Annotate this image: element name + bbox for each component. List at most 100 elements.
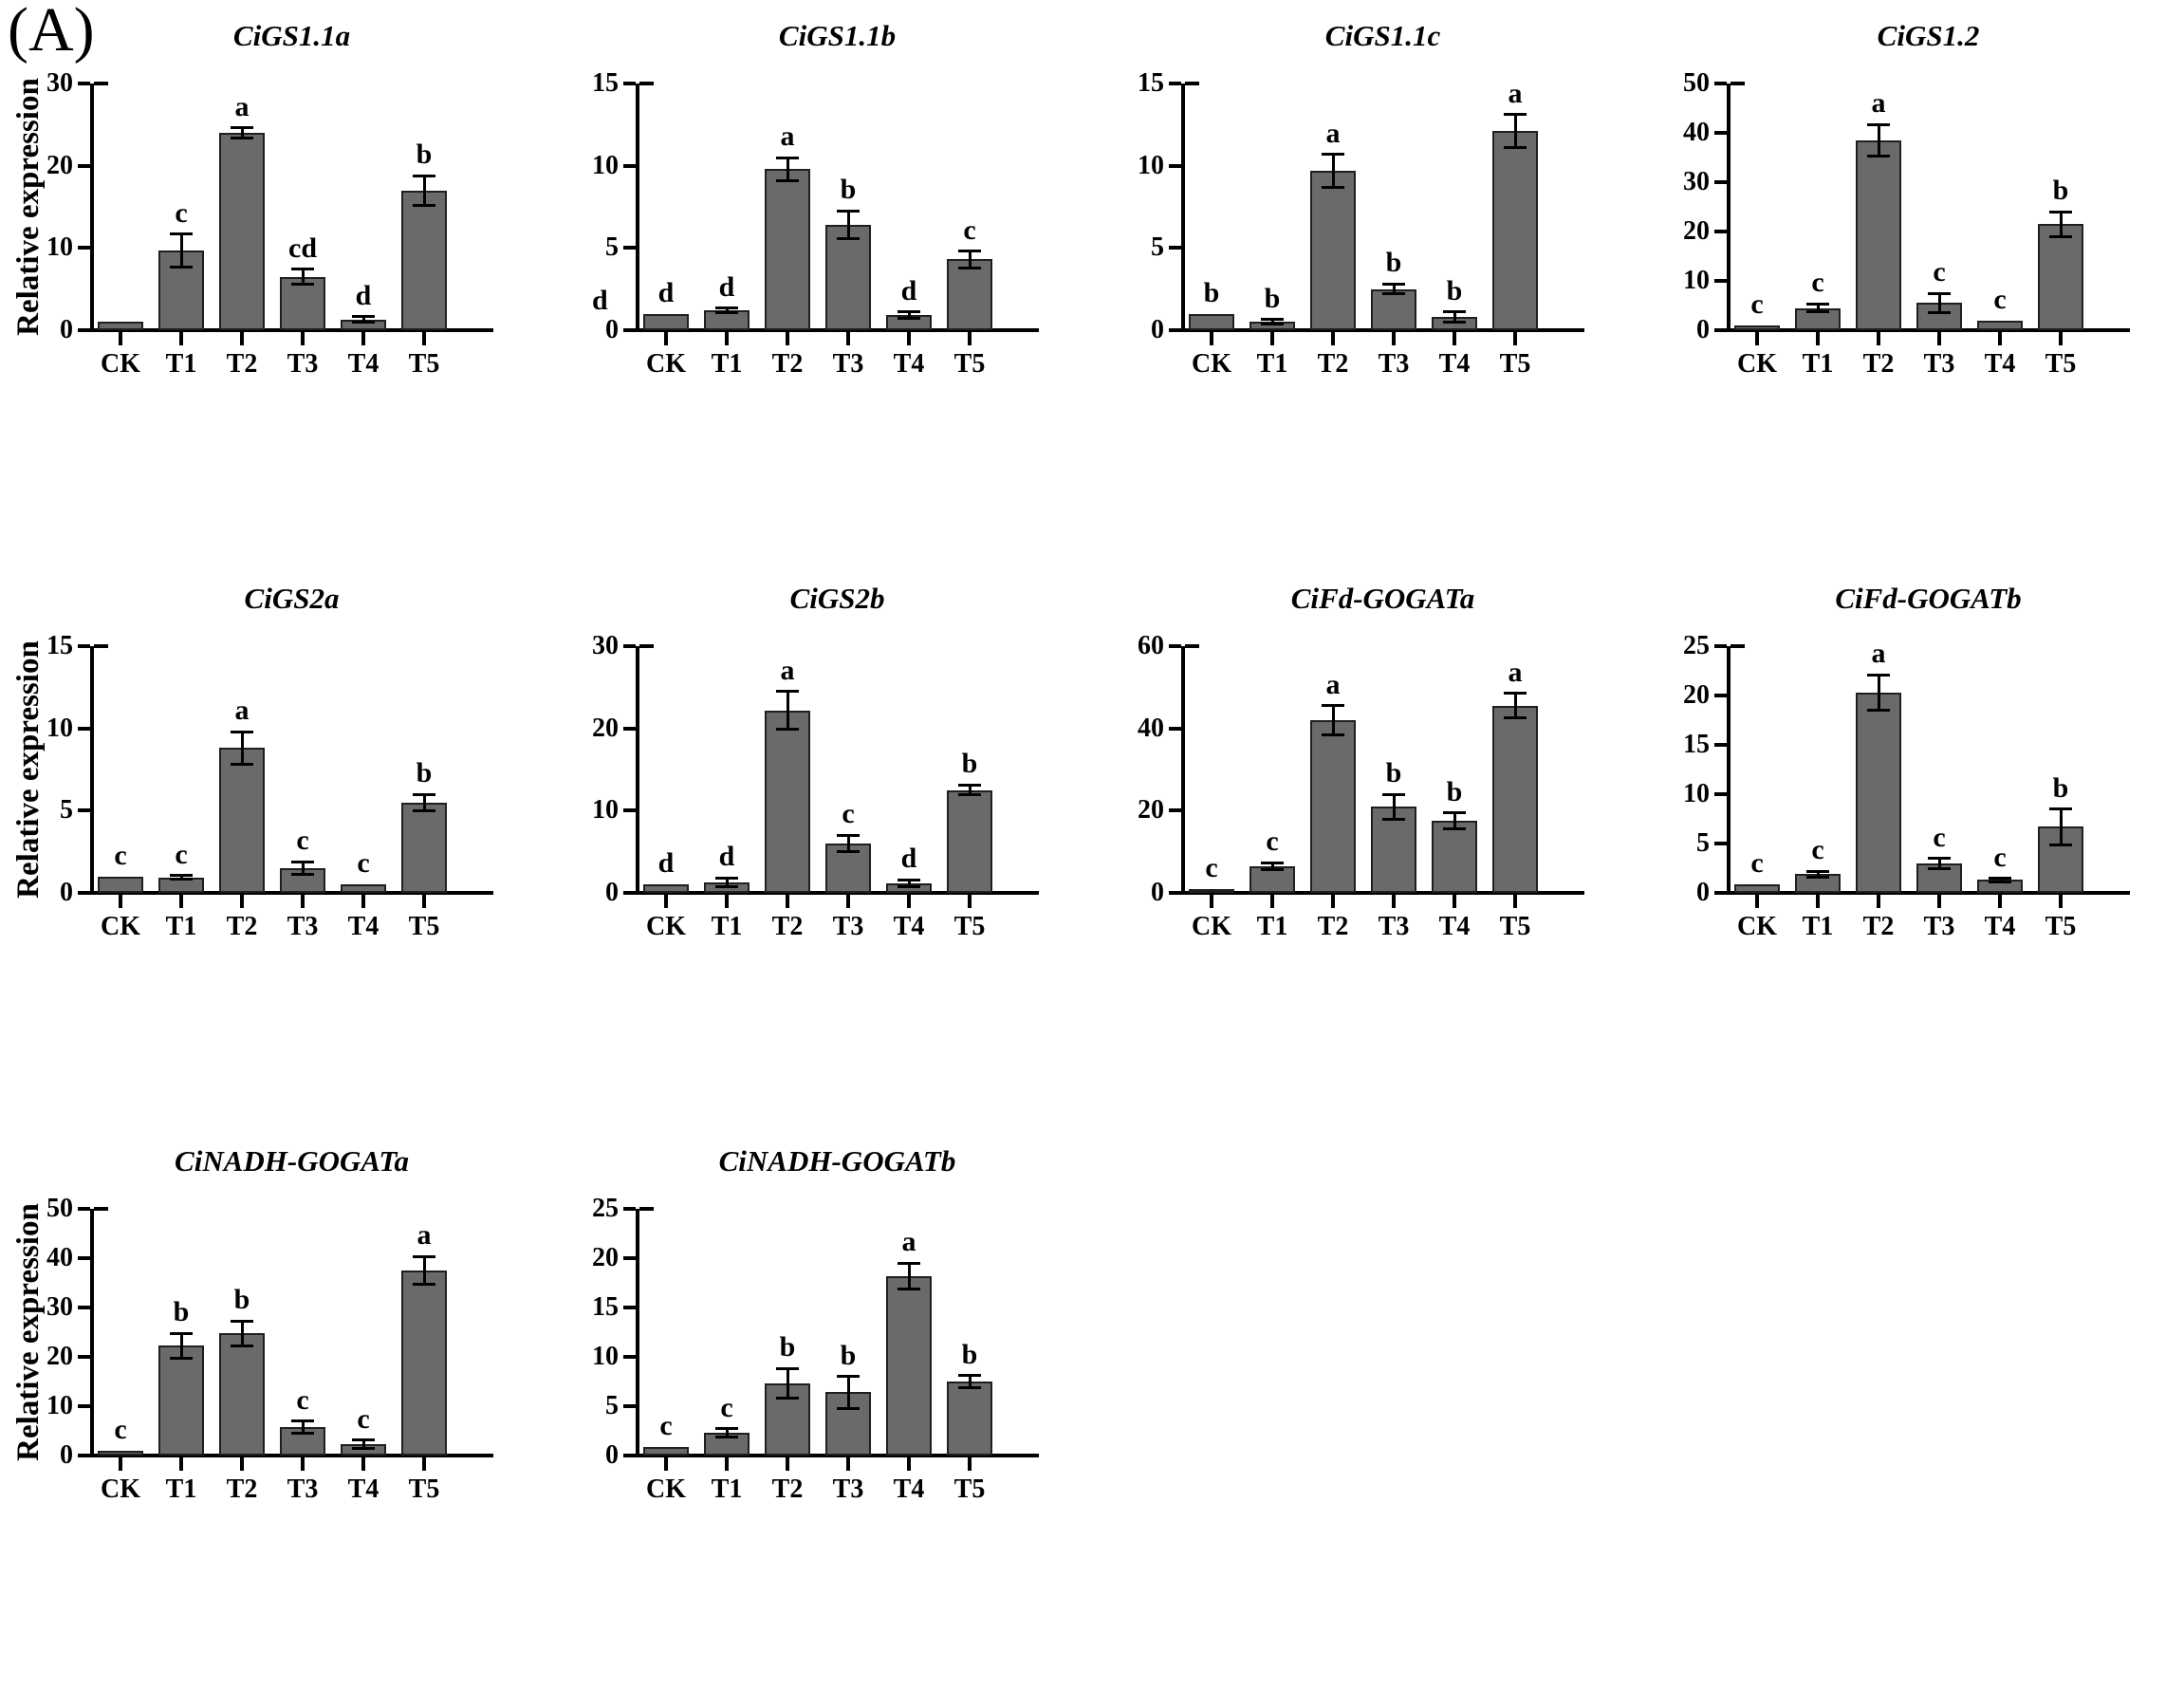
error-bar-cap-top [776, 156, 799, 159]
significance-letter: c [1266, 825, 1279, 858]
significance-letter: b [173, 1296, 190, 1328]
error-bar-cap-bottom [170, 877, 193, 881]
error-bar-cap-top [1867, 122, 1890, 126]
significance-letter: c [1205, 851, 1218, 883]
error-bar [1270, 319, 1274, 325]
x-axis-label: T1 [1256, 349, 1288, 379]
significance-letter: a [1871, 87, 1886, 120]
significance-letter: a [780, 121, 795, 152]
y-axis-tick-label: 10 [46, 232, 73, 263]
bar-chart: CiFd-GOGATb 0 5 10 15 20 25 c CK c T1 a T2 c T3 c T4 b T5 [1637, 563, 2182, 1125]
significance-letter: b [416, 757, 433, 788]
error-bar-cap-bottom [1261, 867, 1284, 871]
error-bar-cap-top [1928, 291, 1951, 295]
y-axis-tick [78, 644, 90, 648]
x-axis-label: T1 [165, 1475, 197, 1504]
significance-letter: b [840, 1339, 857, 1371]
error-bar-cap-top [958, 783, 981, 787]
x-axis-tick [1998, 332, 2002, 345]
y-axis-tick-label: 0 [60, 878, 73, 907]
x-axis-label: T4 [347, 1475, 379, 1504]
error-bar [725, 307, 729, 313]
x-axis-label: T1 [165, 349, 197, 379]
error-bar [301, 269, 305, 285]
x-axis-label: T2 [771, 1475, 804, 1504]
x-axis-tick [846, 895, 850, 908]
y-axis-line [636, 646, 639, 895]
x-axis-line [90, 328, 493, 332]
error-bar-cap-bottom [837, 850, 860, 854]
x-axis-tick [907, 1457, 911, 1471]
significance-letter: c [963, 213, 976, 246]
y-axis-tick-label: 10 [592, 150, 619, 180]
y-axis-tick-label: 15 [592, 1292, 619, 1322]
significance-letter: c [296, 1383, 309, 1416]
x-axis-label: T1 [1802, 912, 1834, 941]
y-axis-tick-label: 10 [1138, 150, 1164, 180]
error-bar-cap-top [1867, 673, 1890, 677]
x-axis-label: T3 [1923, 349, 1955, 379]
x-axis-label: T5 [408, 912, 440, 941]
error-bar-cap-top [1806, 869, 1829, 873]
x-axis-tick [179, 1457, 183, 1471]
significance-letter: c [114, 839, 127, 871]
y-axis-tick [1714, 82, 1727, 85]
error-bar-cap-top [837, 1375, 860, 1379]
y-axis-tick-label: 0 [605, 1440, 619, 1470]
error-bar-cap-top [715, 306, 738, 310]
x-axis-label: T3 [287, 912, 319, 941]
y-axis-tick [78, 1355, 90, 1359]
x-axis-label: T4 [1984, 912, 2016, 941]
significance-letter: b [779, 1331, 796, 1363]
significance-letter: c [1993, 841, 2007, 873]
y-axis-tick [78, 726, 90, 731]
x-axis-tick [968, 1457, 972, 1471]
significance-letter: d [657, 276, 675, 308]
x-axis-tick [1210, 895, 1213, 908]
y-axis-tick-label: 5 [1696, 828, 1710, 858]
y-axis-tick-label: 10 [592, 795, 619, 825]
x-axis-tick [2059, 332, 2063, 345]
x-axis-tick [725, 332, 729, 345]
y-axis-tick [1714, 743, 1727, 747]
error-bar-cap-top [352, 315, 375, 319]
chart-title: CiGS1.1b [778, 19, 897, 52]
error-bar-cap-bottom [2049, 234, 2072, 238]
significance-letter: c [1933, 256, 1946, 288]
y-axis-tick [1714, 230, 1727, 233]
y-axis-line [1181, 83, 1185, 332]
y-axis-tick [78, 1454, 90, 1457]
error-bar-cap-top [1382, 792, 1405, 796]
x-axis-label: T3 [832, 912, 864, 941]
bar-T2 [219, 133, 265, 330]
significance-letter: b [961, 1338, 978, 1370]
bar-CK [643, 1446, 689, 1456]
error-bar [1816, 304, 1820, 312]
significance-letter: c [296, 825, 309, 857]
y-axis-tick [78, 1256, 90, 1260]
y-axis-tick [1169, 246, 1181, 250]
significance-letter: c [659, 1409, 673, 1441]
y-axis-tick-label: 0 [1151, 878, 1164, 907]
error-bar-cap-bottom [231, 1344, 253, 1347]
x-axis-tick [846, 1457, 850, 1471]
bar-T2 [1856, 692, 1901, 893]
x-axis-label: CK [1737, 912, 1777, 941]
x-axis-label: T5 [408, 349, 440, 379]
chart-title: CiGS1.1a [232, 19, 351, 52]
error-bar-cap-bottom [413, 808, 435, 812]
x-axis-label: CK [101, 912, 140, 941]
error-bar [1877, 124, 1880, 157]
error-bar-cap-bottom [2049, 843, 2072, 846]
x-axis-tick [968, 895, 972, 908]
x-axis-tick [968, 332, 972, 345]
x-axis-tick [664, 895, 668, 908]
x-axis-tick [786, 332, 789, 345]
bar-T2 [1856, 139, 1901, 330]
y-axis-tick [623, 1306, 636, 1309]
error-bar-cap-bottom [1443, 320, 1466, 324]
error-bar-cap-top [837, 209, 860, 213]
y-axis-tick-label: 10 [46, 1391, 73, 1420]
y-axis-tick-label: 15 [592, 68, 619, 98]
